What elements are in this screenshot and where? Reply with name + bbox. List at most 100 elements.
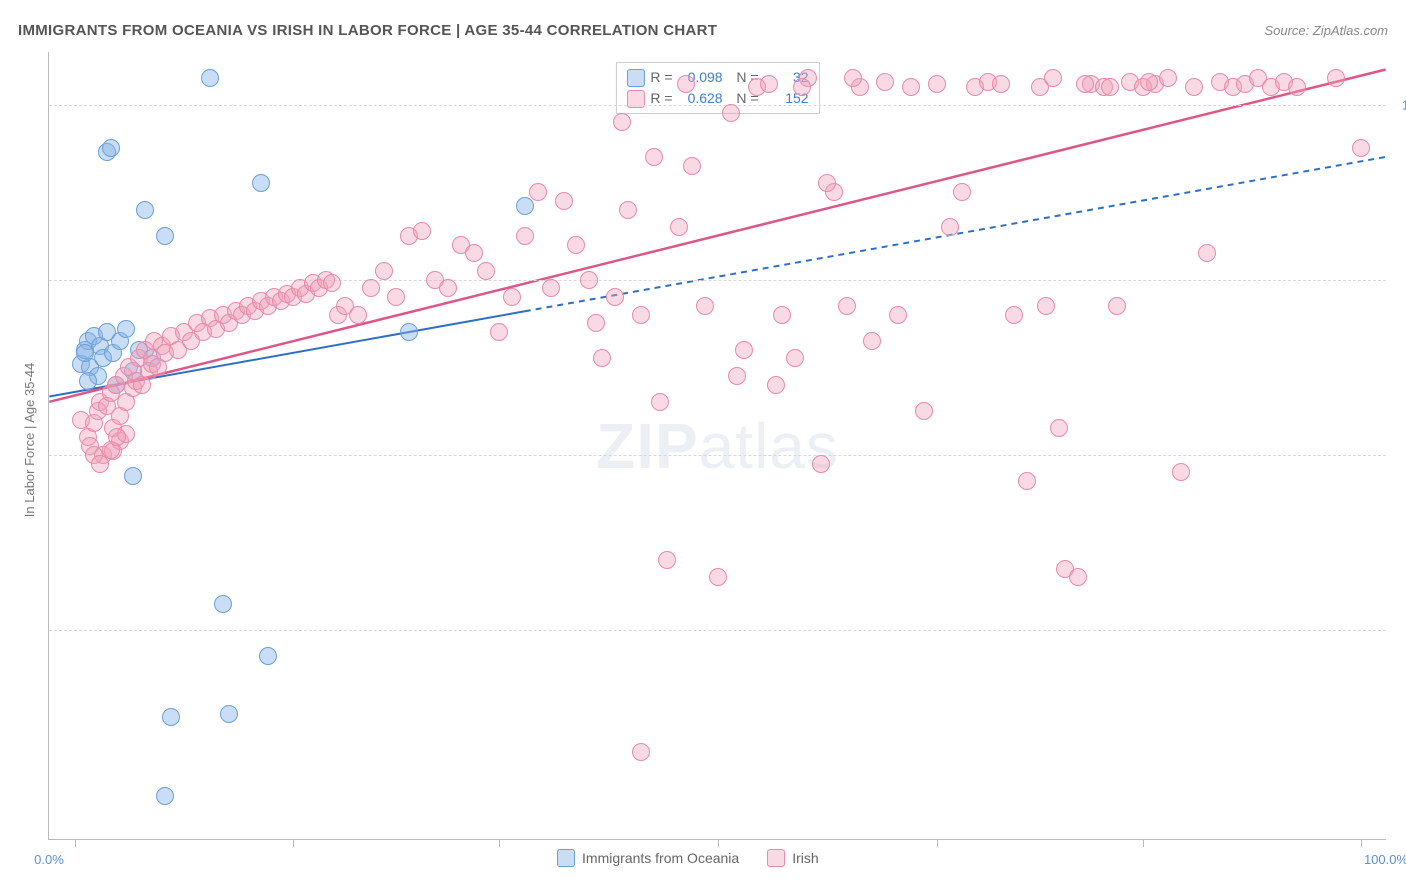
point-irish xyxy=(1018,472,1036,490)
x-tick xyxy=(293,839,294,847)
x-tick xyxy=(1361,839,1362,847)
point-irish xyxy=(516,227,534,245)
point-irish xyxy=(362,279,380,297)
point-irish xyxy=(722,104,740,122)
point-irish xyxy=(580,271,598,289)
point-irish xyxy=(477,262,495,280)
point-irish xyxy=(529,183,547,201)
point-irish xyxy=(683,157,701,175)
point-irish xyxy=(844,69,862,87)
point-oceania xyxy=(201,69,219,87)
trend-lines xyxy=(49,52,1386,839)
point-irish xyxy=(645,148,663,166)
point-irish xyxy=(349,306,367,324)
point-irish xyxy=(1352,139,1370,157)
point-irish xyxy=(658,551,676,569)
point-irish xyxy=(632,743,650,761)
point-irish xyxy=(941,218,959,236)
watermark-zip: ZIP xyxy=(596,410,699,482)
point-irish xyxy=(490,323,508,341)
point-oceania xyxy=(156,227,174,245)
point-irish xyxy=(587,314,605,332)
point-irish xyxy=(773,306,791,324)
point-irish xyxy=(1198,244,1216,262)
point-irish xyxy=(542,279,560,297)
point-oceania xyxy=(220,705,238,723)
legend-label-oceania: Immigrants from Oceania xyxy=(582,850,739,866)
source-label: Source: ZipAtlas.com xyxy=(1264,23,1388,38)
point-irish xyxy=(323,274,341,292)
title-bar: IMMIGRANTS FROM OCEANIA VS IRISH IN LABO… xyxy=(18,22,1388,39)
y-axis-title: In Labor Force | Age 35-44 xyxy=(22,363,37,517)
point-irish xyxy=(1108,297,1126,315)
point-irish xyxy=(1288,78,1306,96)
gridline xyxy=(49,105,1386,106)
point-oceania xyxy=(162,708,180,726)
point-irish xyxy=(439,279,457,297)
point-irish xyxy=(555,192,573,210)
point-irish xyxy=(108,428,126,446)
point-irish xyxy=(953,183,971,201)
point-oceania xyxy=(516,197,534,215)
point-irish xyxy=(465,244,483,262)
correlation-chart: IMMIGRANTS FROM OCEANIA VS IRISH IN LABO… xyxy=(0,0,1406,892)
point-irish xyxy=(992,75,1010,93)
point-oceania xyxy=(124,467,142,485)
point-irish xyxy=(387,288,405,306)
point-irish xyxy=(1185,78,1203,96)
point-irish xyxy=(793,78,811,96)
point-oceania xyxy=(259,647,277,665)
x-tick xyxy=(937,839,938,847)
gridline xyxy=(49,280,1386,281)
point-oceania xyxy=(136,201,154,219)
point-irish xyxy=(677,75,695,93)
point-irish xyxy=(812,455,830,473)
point-irish xyxy=(863,332,881,350)
point-irish xyxy=(670,218,688,236)
x-tick xyxy=(499,839,500,847)
chart-title: IMMIGRANTS FROM OCEANIA VS IRISH IN LABO… xyxy=(18,22,717,39)
point-irish xyxy=(728,367,746,385)
point-irish xyxy=(375,262,393,280)
point-irish xyxy=(902,78,920,96)
point-irish xyxy=(606,288,624,306)
point-irish xyxy=(760,75,778,93)
point-irish xyxy=(876,73,894,91)
point-irish xyxy=(1044,69,1062,87)
point-oceania xyxy=(156,787,174,805)
point-irish xyxy=(593,349,611,367)
legend-swatch-irish xyxy=(767,849,785,867)
point-irish xyxy=(767,376,785,394)
stats-row-oceania: R = 0.098 N = 32 xyxy=(626,67,808,88)
point-irish xyxy=(1159,69,1177,87)
point-oceania xyxy=(79,372,97,390)
point-irish xyxy=(1076,75,1094,93)
gridline xyxy=(49,455,1386,456)
point-irish xyxy=(613,113,631,131)
swatch-oceania xyxy=(626,69,644,87)
y-tick-label: 100.0% xyxy=(1402,97,1406,112)
x-axis-min-label: 0.0% xyxy=(34,852,64,867)
point-irish xyxy=(1005,306,1023,324)
point-irish xyxy=(709,568,727,586)
point-irish xyxy=(567,236,585,254)
point-irish xyxy=(818,174,836,192)
point-oceania xyxy=(400,323,418,341)
stats-legend: R = 0.098 N = 32 R = 0.628 N = 152 xyxy=(615,62,819,114)
series-legend: Immigrants from Oceania Irish xyxy=(557,849,819,867)
point-irish xyxy=(735,341,753,359)
point-oceania xyxy=(76,344,94,362)
point-irish xyxy=(1101,78,1119,96)
point-irish xyxy=(786,349,804,367)
x-tick xyxy=(1143,839,1144,847)
legend-item-irish: Irish xyxy=(767,849,818,867)
point-irish xyxy=(1327,69,1345,87)
point-irish xyxy=(1172,463,1190,481)
plot-area: ZIPatlas R = 0.098 N = 32 R = 0.628 N = … xyxy=(48,52,1386,840)
point-irish xyxy=(1069,568,1087,586)
stats-row-irish: R = 0.628 N = 152 xyxy=(626,88,808,109)
point-irish xyxy=(696,297,714,315)
point-irish xyxy=(928,75,946,93)
legend-label-irish: Irish xyxy=(792,850,818,866)
point-irish xyxy=(503,288,521,306)
